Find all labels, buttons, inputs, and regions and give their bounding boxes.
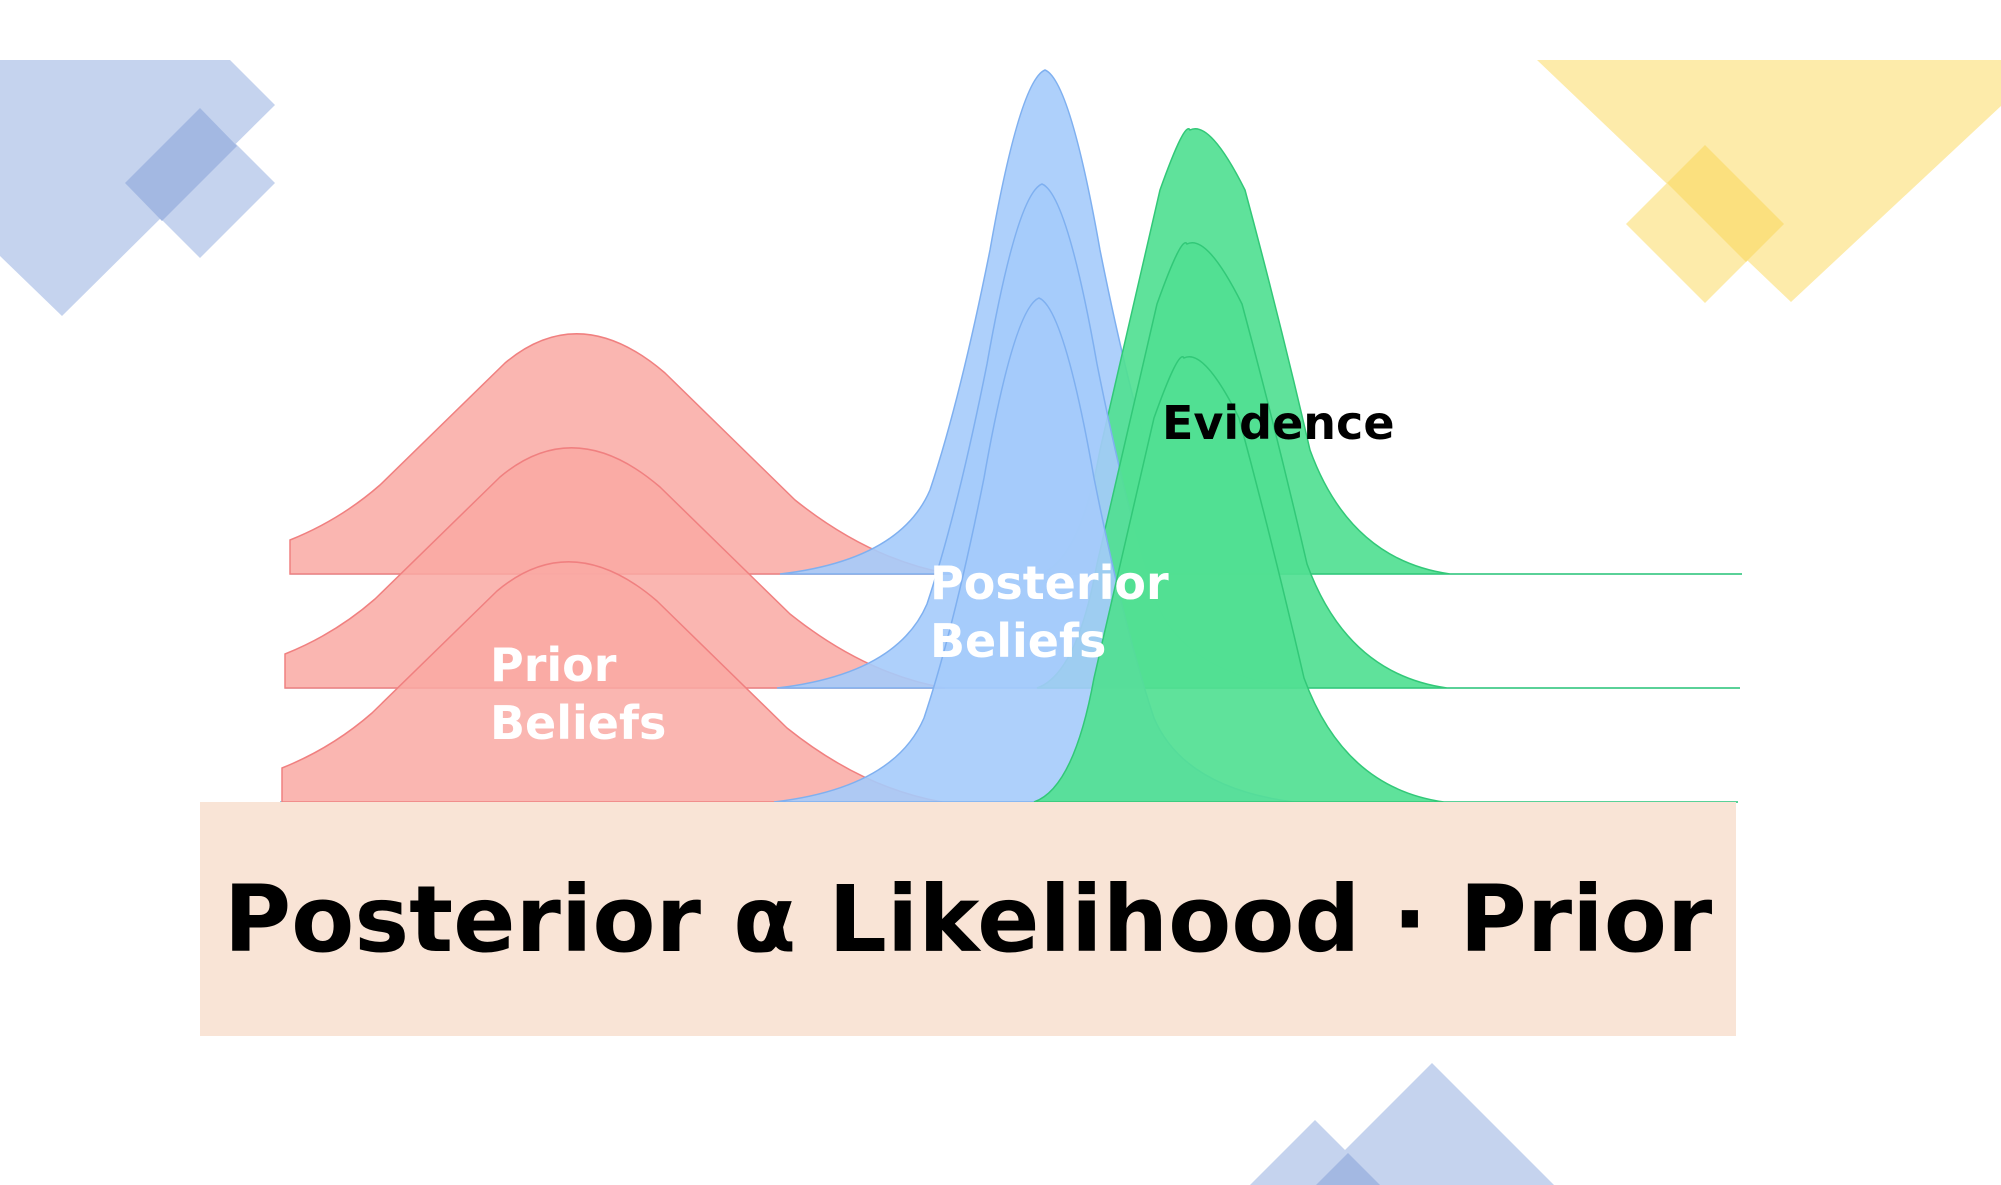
deco-diamond-overlap <box>1667 145 1784 262</box>
decoration-top-left <box>0 60 275 316</box>
prior-label-line-1: Prior <box>490 638 617 692</box>
evidence-label: Evidence <box>1162 396 1395 450</box>
decoration-top-right <box>1537 60 2001 303</box>
deco-triangle <box>1537 60 2001 302</box>
deco-diamond-overlap <box>125 108 237 221</box>
prior-label-line-2: Beliefs <box>490 696 667 750</box>
posterior-label-line-2: Beliefs <box>930 614 1107 668</box>
prior-beliefs-label: Prior Beliefs <box>490 642 750 758</box>
deco-diamond-overlap <box>1316 1153 1380 1185</box>
bayes-formula: Posterior α Likelihood · Prior <box>223 865 1713 973</box>
deco-diamond-right <box>1310 1063 1554 1185</box>
evidence-curve-row-3 <box>1033 356 1738 803</box>
posterior-beliefs-label: Posterior Beliefs <box>930 560 1230 676</box>
posterior-label-line-1: Posterior <box>930 556 1169 610</box>
formula-box: Posterior α Likelihood · Prior <box>200 802 1736 1036</box>
decoration-bottom <box>1250 1063 1554 1185</box>
